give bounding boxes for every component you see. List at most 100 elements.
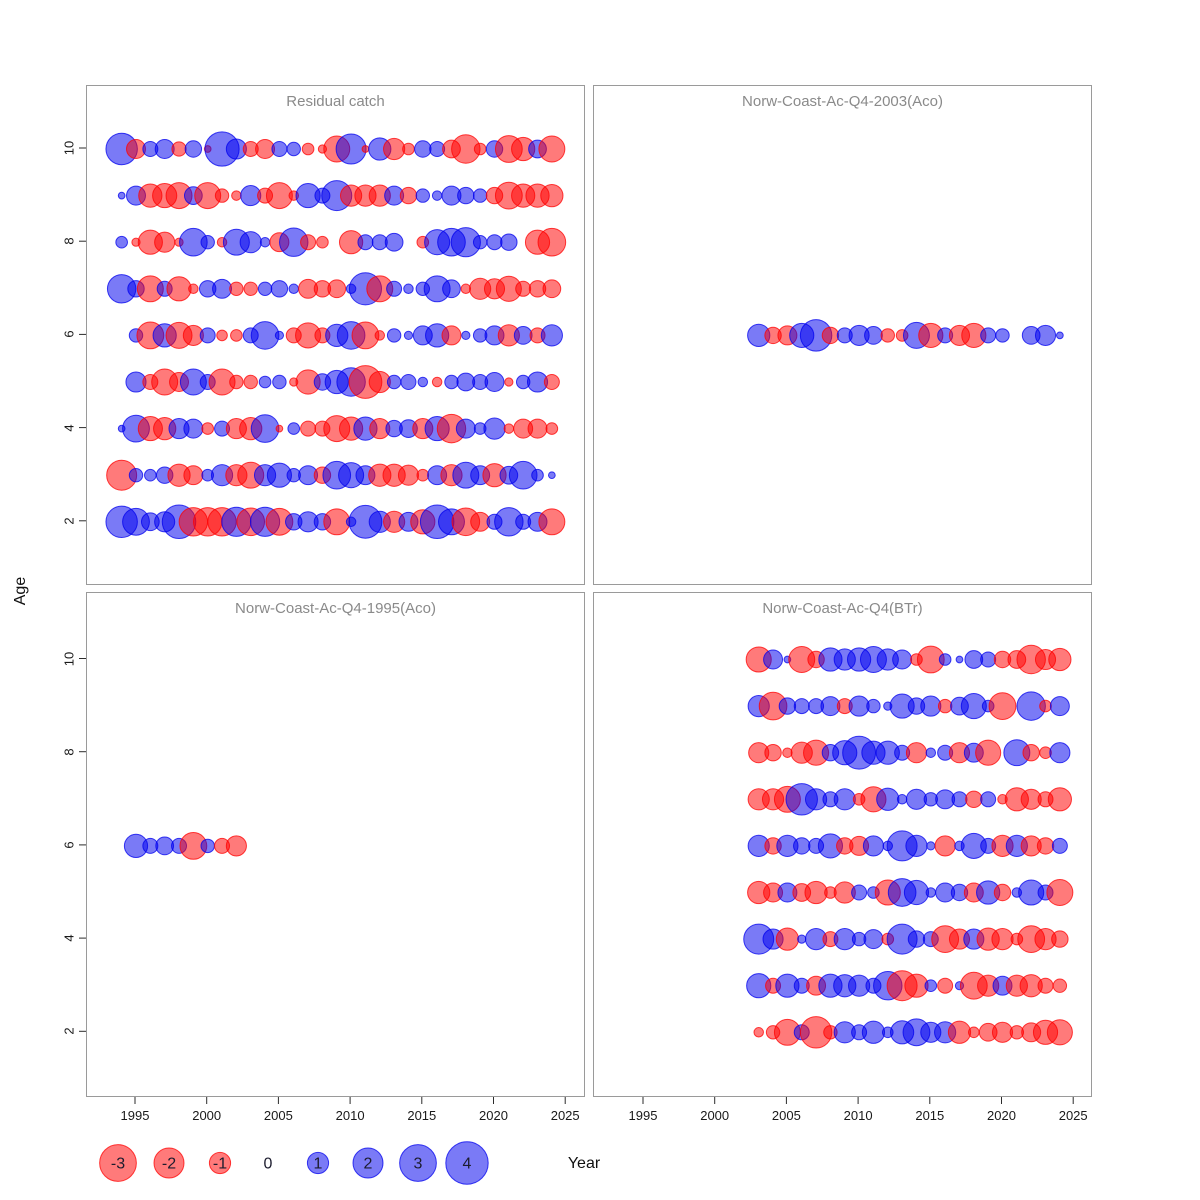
residual-bubble bbox=[275, 424, 284, 433]
residual-bubble bbox=[212, 278, 233, 299]
residual-bubble bbox=[1049, 696, 1070, 717]
residual-bubble bbox=[270, 280, 289, 298]
residual-bubble bbox=[384, 232, 404, 252]
residual-bubble bbox=[804, 880, 828, 905]
panel-title: Residual catch bbox=[286, 93, 385, 110]
x-tick-label: 2015 bbox=[915, 1108, 945, 1123]
residual-bubble bbox=[144, 468, 157, 482]
residual-bubble bbox=[386, 328, 402, 343]
residual-bubble bbox=[457, 186, 475, 205]
residual-bubble bbox=[183, 465, 204, 486]
residual-bubble bbox=[1048, 647, 1072, 672]
residual-bubble bbox=[527, 418, 548, 439]
residual-bubble bbox=[199, 327, 216, 344]
residual-bubble bbox=[230, 329, 243, 342]
residual-bubble bbox=[415, 188, 431, 203]
y-tick-label: 6 bbox=[61, 841, 77, 849]
residual-bubble bbox=[1022, 743, 1040, 762]
residual-bubble bbox=[964, 650, 984, 669]
residual-bubble bbox=[993, 883, 1012, 902]
panel-title: Norw-Coast-Ac-Q4(BTr) bbox=[762, 600, 923, 617]
legend-bubble bbox=[99, 1144, 137, 1182]
panel-norw-coast-ac-q4-btr: Norw-Coast-Ac-Q4(BTr) bbox=[593, 592, 1092, 1097]
residual-bubble bbox=[183, 418, 204, 439]
residual-bubble bbox=[1049, 742, 1071, 764]
residual-bubble bbox=[128, 467, 144, 483]
residual-bubble bbox=[988, 692, 1017, 721]
residual-bubble bbox=[386, 374, 402, 390]
residual-bubble bbox=[257, 281, 273, 297]
panel-norw-coast-ac-q4-1995-aco: Norw-Coast-Ac-Q4-1995(Aco) bbox=[86, 592, 585, 1097]
residual-bubble bbox=[937, 977, 954, 994]
residual-bubble bbox=[995, 328, 1010, 343]
residual-bubble bbox=[864, 326, 883, 345]
y-axis-title: Age bbox=[12, 576, 29, 606]
residual-bubble bbox=[357, 234, 374, 251]
residual-bubble bbox=[775, 927, 800, 951]
panel-title: Norw-Coast-Ac-Q4-2003(Aco) bbox=[742, 93, 943, 110]
residual-bubble bbox=[200, 234, 215, 250]
legend-bubble bbox=[399, 1144, 437, 1182]
residual-bubble bbox=[271, 141, 288, 157]
x-tick-label: 2010 bbox=[335, 1108, 365, 1123]
residual-bubble bbox=[866, 698, 881, 714]
residual-bubble bbox=[115, 235, 128, 249]
legend-value-label: 2 bbox=[364, 1156, 373, 1173]
x-tick-label: 1995 bbox=[120, 1108, 150, 1123]
residual-bubble bbox=[1037, 977, 1054, 994]
residual-bubble bbox=[416, 468, 430, 482]
residual-bubble bbox=[905, 788, 928, 810]
legend-value-label: 4 bbox=[463, 1156, 472, 1173]
residual-bubble bbox=[862, 835, 884, 857]
residual-bubble bbox=[431, 376, 443, 388]
y-tick-label: 2 bbox=[61, 517, 77, 525]
residual-bubble bbox=[250, 321, 280, 350]
residual-bubble bbox=[980, 791, 997, 808]
legend-bubble bbox=[445, 1141, 489, 1185]
residual-bubble bbox=[444, 374, 459, 390]
legend-value-label: -3 bbox=[111, 1156, 125, 1173]
legend-value-label: 1 bbox=[314, 1156, 323, 1173]
legend-value-label: 0 bbox=[264, 1156, 273, 1173]
panel-norw-coast-ac-q4-1995-aco-bubbles bbox=[123, 831, 247, 860]
residual-bubble bbox=[515, 280, 532, 297]
residual-bubble bbox=[905, 742, 928, 764]
residual-bubble bbox=[323, 508, 351, 536]
residual-bubble bbox=[793, 837, 811, 855]
x-axis-title: Year bbox=[567, 1155, 601, 1172]
residual-bubble bbox=[1039, 699, 1052, 713]
residual-bubble bbox=[229, 374, 244, 390]
residual-bubble bbox=[896, 794, 908, 805]
residual-bubble bbox=[272, 374, 287, 390]
residual-bubble bbox=[968, 1026, 980, 1039]
x-tick-label: 2000 bbox=[192, 1108, 222, 1123]
residual-bubble bbox=[938, 653, 952, 666]
residual-bubble bbox=[920, 695, 942, 717]
residual-bubble bbox=[400, 374, 417, 390]
residual-bubble bbox=[300, 234, 317, 251]
residual-bubble bbox=[403, 330, 414, 341]
residual-bubble bbox=[472, 188, 488, 203]
residual-bubble bbox=[991, 1021, 1014, 1043]
residual-bubble bbox=[399, 186, 418, 205]
residual-bubble bbox=[905, 834, 928, 857]
residual-bubble bbox=[1036, 837, 1055, 855]
residual-bubble bbox=[947, 1020, 972, 1044]
residual-bubble bbox=[1046, 1019, 1073, 1046]
residual-bubble bbox=[753, 1027, 764, 1038]
residual-bubble bbox=[937, 698, 953, 714]
residual-bubble bbox=[965, 790, 983, 809]
residual-bubble bbox=[484, 372, 505, 392]
residual-bubble bbox=[374, 330, 386, 341]
residual-bubble bbox=[925, 887, 937, 898]
y-tick-label: 2 bbox=[61, 1027, 77, 1035]
residual-bubble bbox=[231, 190, 242, 201]
residual-bubble bbox=[483, 417, 506, 440]
x-tick-label: 1995 bbox=[628, 1108, 658, 1123]
residual-bubble bbox=[1034, 324, 1057, 346]
residual-bubble bbox=[797, 934, 807, 944]
x-tick-label: 2020 bbox=[479, 1108, 508, 1123]
residual-bubble bbox=[876, 787, 900, 811]
residual-bubble bbox=[397, 464, 420, 486]
